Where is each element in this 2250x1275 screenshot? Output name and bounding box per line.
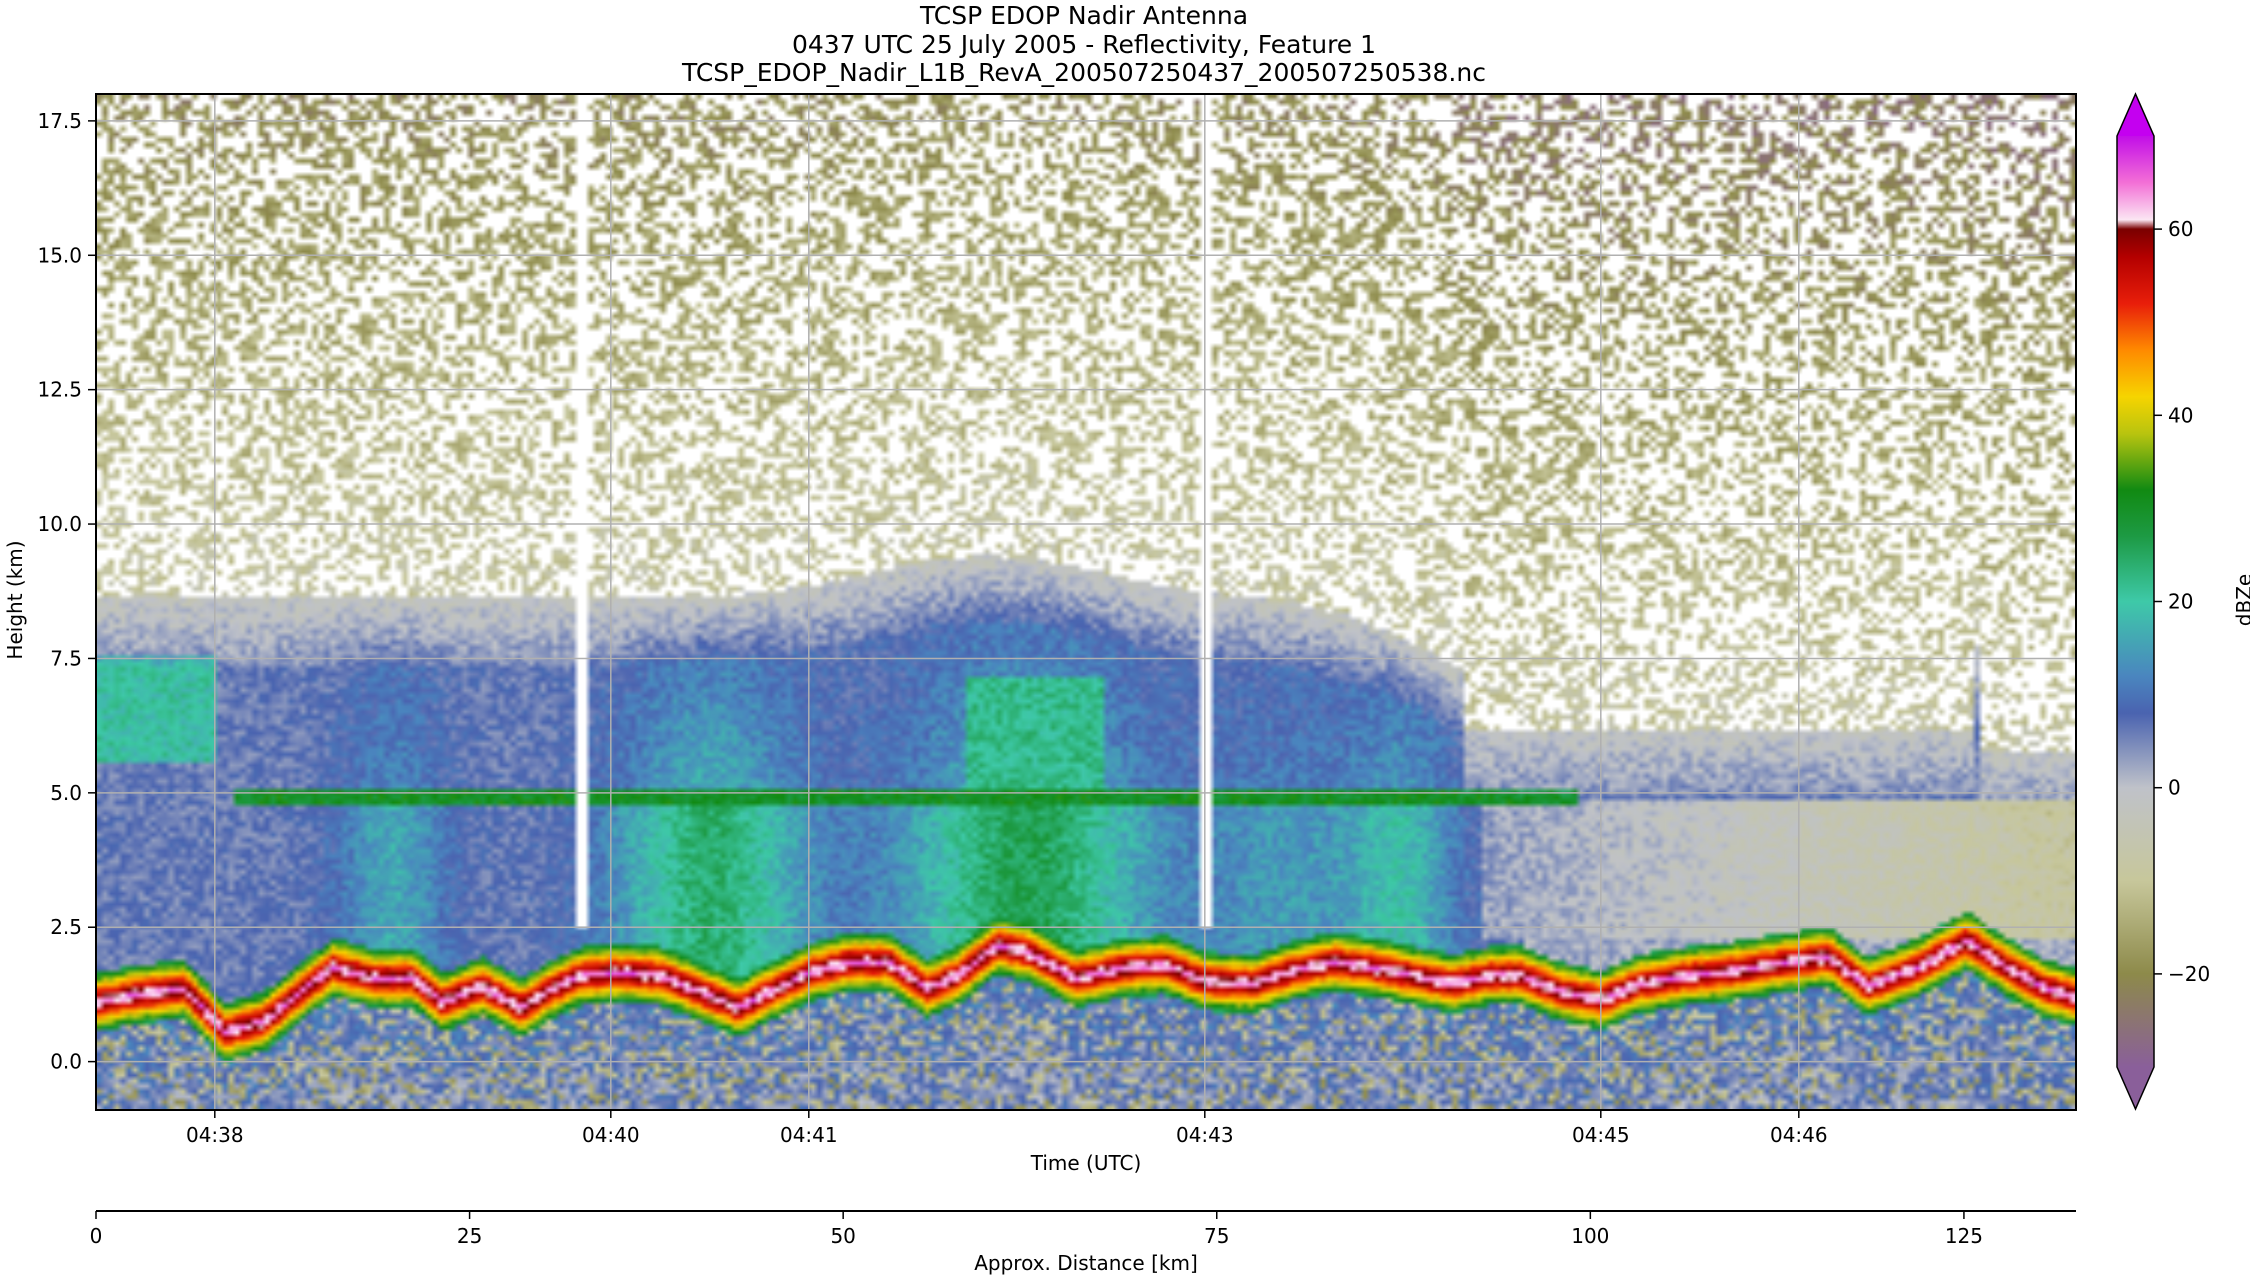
chart-subtitle: 0437 UTC 25 July 2005 - Reflectivity, Fe…: [791, 30, 1377, 59]
colorbar-tick-label: 0: [2168, 776, 2181, 800]
x2-axis-label: Approx. Distance [km]: [974, 1251, 1198, 1275]
colorbar-tick-label: 60: [2168, 217, 2193, 241]
colorbar-label: dBZe: [2232, 574, 2250, 626]
y-tick-label: 2.5: [50, 915, 82, 939]
plot-frame: [95, 93, 2077, 1111]
y-tick-label: 5.0: [50, 781, 82, 805]
x-axis-label: Time (UTC): [1030, 1151, 1142, 1175]
x-tick-label: 04:43: [1176, 1123, 1234, 1147]
x-axis-distance: 0 25 50 75 100 125: [90, 1210, 2076, 1248]
x-axis-time: 04:38 04:40 04:41 04:43 04:45 04:46: [186, 1110, 1828, 1147]
colorbar-tick-label: −20: [2168, 962, 2210, 986]
chart-title: TCSP EDOP Nadir Antenna: [919, 1, 1249, 30]
colorbar-extend-min: [2117, 1067, 2154, 1109]
colorbar-tick-label: 40: [2168, 403, 2193, 427]
colorbar-extend-max: [2117, 94, 2154, 136]
y-tick-label: 7.5: [50, 646, 82, 670]
x2-tick-label: 125: [1945, 1224, 1983, 1248]
grid-lines: [96, 94, 2076, 1110]
x-tick-label: 04:40: [582, 1123, 640, 1147]
y-tick-label: 17.5: [37, 109, 82, 133]
x-tick-label: 04:41: [780, 1123, 838, 1147]
colorbar-outline: [2116, 92, 2155, 1111]
x-tick-label: 04:38: [186, 1123, 244, 1147]
x-tick-label: 04:45: [1572, 1123, 1630, 1147]
y-axis-label: Height (km): [3, 540, 27, 659]
colorbar-tick-label: 20: [2168, 590, 2193, 614]
plot-area: [95, 93, 2077, 1111]
y-tick-label: 0.0: [50, 1050, 82, 1074]
x2-tick-label: 50: [830, 1224, 855, 1248]
colorbar-body: [2117, 136, 2154, 1067]
chart-filename: TCSP_EDOP_Nadir_L1B_RevA_200507250437_20…: [682, 58, 1486, 87]
x2-tick-label: 25: [457, 1224, 482, 1248]
y-tick-label: 10.0: [37, 512, 82, 536]
y-axis: 0.0 2.5 5.0 7.5 10.0 12.5 15.0 17.5: [37, 109, 96, 1074]
x2-tick-label: 75: [1204, 1224, 1229, 1248]
colorbar: −20 0 20 40 60: [2116, 92, 2210, 1111]
y-tick-label: 15.0: [37, 243, 82, 267]
x2-tick-label: 100: [1571, 1224, 1609, 1248]
y-tick-label: 12.5: [37, 378, 82, 402]
x2-tick-label: 0: [90, 1224, 103, 1248]
x-tick-label: 04:46: [1770, 1123, 1828, 1147]
reflectivity-heatmap: [96, 94, 2076, 1110]
reflectivity-image: [96, 94, 2076, 1110]
